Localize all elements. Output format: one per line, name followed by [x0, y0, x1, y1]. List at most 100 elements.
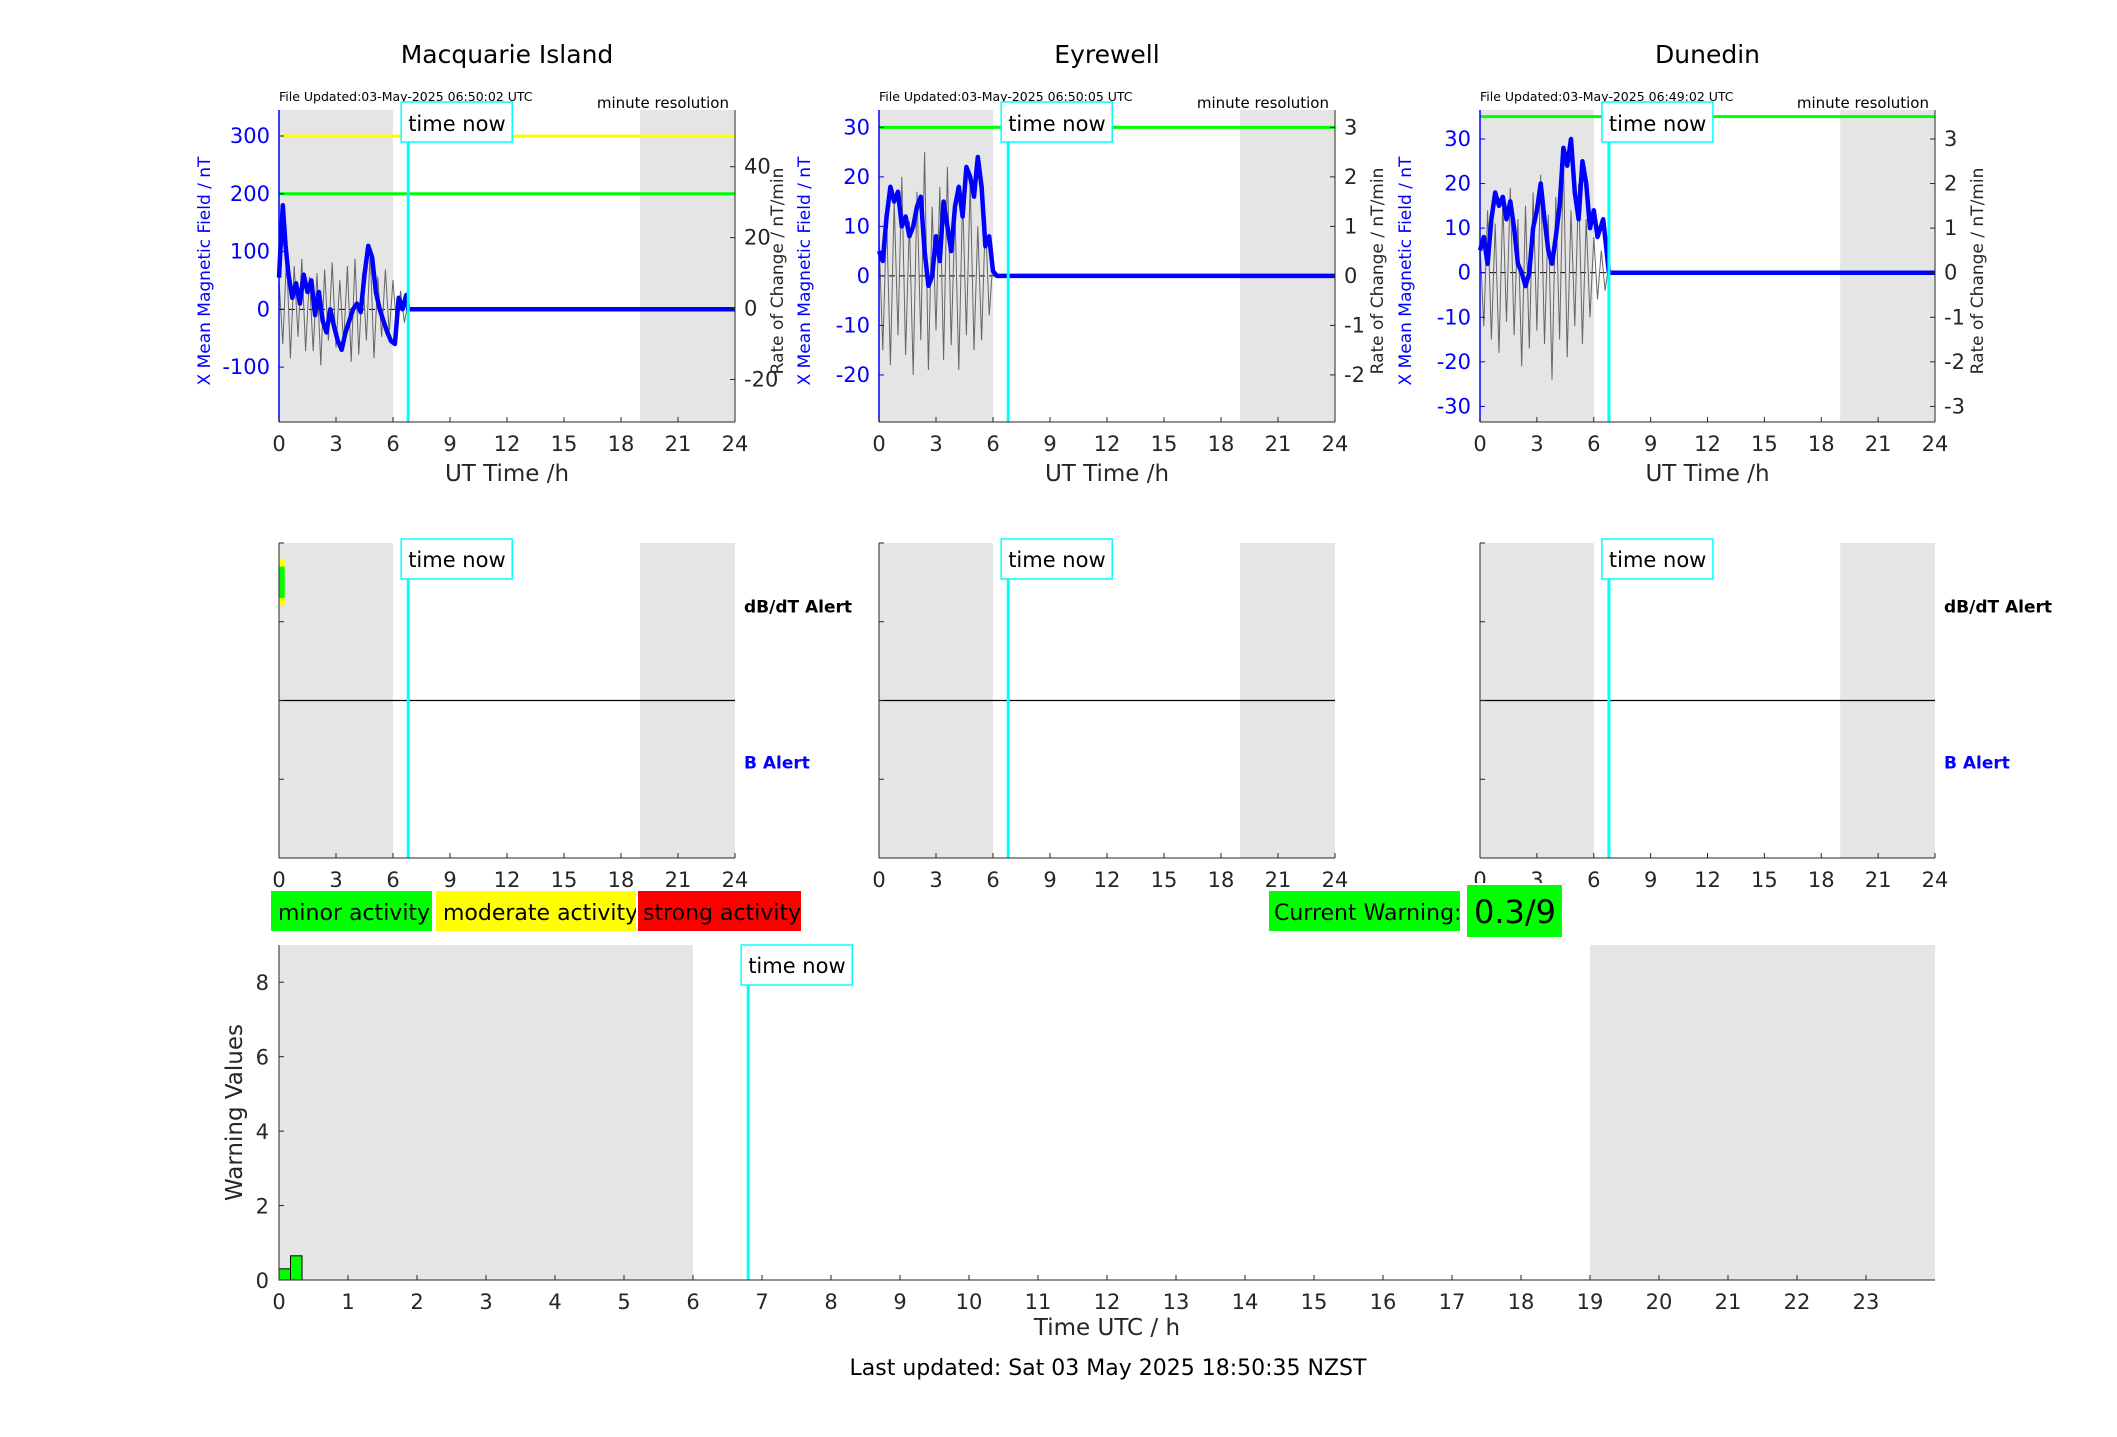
x-tick-label: 17 [1439, 1290, 1466, 1314]
x-axis-label: UT Time /h [1045, 461, 1169, 487]
activity-legend: minor activity moderate activity strong … [269, 889, 803, 933]
y-tick-label-right: -3 [1944, 394, 1965, 418]
y-tick-label-right: 1 [1344, 214, 1357, 238]
panel-title: Eyrewell [1054, 40, 1159, 69]
night-shading [279, 110, 393, 422]
legend-strong-swatch [636, 889, 803, 933]
current-warning-value: 0.3/9 [1474, 893, 1556, 931]
magnetometer-panel-dunedin: Dunedin File Updated:03-May-2025 06:49:02… [1396, 40, 1988, 487]
legend-minor-label: minor activity [278, 901, 430, 926]
x-tick-label: 21 [1865, 868, 1892, 892]
night-shading [279, 945, 693, 1280]
file-updated: File Updated:03-May-2025 06:50:05 UTC [879, 89, 1133, 104]
legend-moderate-swatch [434, 889, 638, 933]
x-tick-label: 6 [1587, 868, 1600, 892]
y-axis-label-right: Rate of Change / nT/min [1968, 168, 1988, 375]
x-tick-label: 0 [872, 868, 885, 892]
x-tick-label: 9 [1043, 868, 1056, 892]
x-tick-label: 12 [494, 432, 521, 456]
current-warning-label: Current Warning: [1274, 901, 1461, 926]
x-tick-label: 13 [1163, 1290, 1190, 1314]
magnetometer-panel-eyrewell: Eyrewell File Updated:03-May-2025 06:50:0… [795, 40, 1388, 487]
x-tick-label: 24 [1322, 432, 1349, 456]
time-now-box [1000, 538, 1113, 580]
y-tick-label-left: 0 [1458, 261, 1471, 285]
x-tick-label: 9 [893, 1290, 906, 1314]
y-tick-label-right: 20 [744, 226, 771, 250]
y-tick-label-right: -2 [1344, 363, 1365, 387]
x-tick-label: 18 [1808, 868, 1835, 892]
panel-title: Macquarie Island [401, 40, 614, 69]
x-tick-label: 21 [1715, 1290, 1742, 1314]
time-now-label: time now [1609, 548, 1706, 572]
panel-title: Dunedin [1655, 40, 1760, 69]
x-tick-label: 1 [341, 1290, 354, 1314]
x-tick-label: 0 [272, 432, 285, 456]
resolution-label: minute resolution [1797, 94, 1929, 112]
time-now-box [740, 944, 853, 986]
y-axis-label: Warning Values [222, 1024, 248, 1201]
legend-strong-label: strong activity [643, 901, 801, 926]
rate-of-change-series [878, 152, 994, 376]
x-tick-label: 15 [1301, 1290, 1328, 1314]
time-now-label: time now [408, 548, 505, 572]
x-tick-label: 18 [1208, 868, 1235, 892]
dbdt-alert-label: dB/dT Alert [1944, 598, 2052, 618]
x-tick-label: 9 [1644, 432, 1657, 456]
x-tick-label: 15 [551, 432, 578, 456]
x-tick-label: 24 [1322, 868, 1349, 892]
y-axis-label-left: X Mean Magnetic Field / nT [1396, 156, 1416, 386]
x-tick-label: 8 [824, 1290, 837, 1314]
resolution-label: minute resolution [1197, 94, 1329, 112]
last-updated: Last updated: Sat 03 May 2025 18:50:35 N… [850, 1356, 1368, 1381]
x-tick-label: 21 [665, 432, 692, 456]
y-tick-label: 2 [256, 1195, 269, 1219]
time-now-box [1601, 101, 1714, 143]
x-tick-label: 9 [1043, 432, 1056, 456]
y-tick-label-right: 0 [744, 297, 757, 321]
time-now-label: time now [1008, 548, 1105, 572]
y-tick-label-left: -20 [836, 363, 870, 387]
y-tick-label-right: 1 [1944, 216, 1957, 240]
y-tick-label-right: 3 [1944, 127, 1957, 151]
x-tick-label: 12 [1094, 1290, 1121, 1314]
x-tick-label: 0 [272, 868, 285, 892]
current-warning-label-box [1267, 889, 1462, 933]
x-tick-label: 10 [956, 1290, 983, 1314]
x-tick-label: 18 [1208, 432, 1235, 456]
legend-minor-swatch [269, 889, 434, 933]
y-tick-label-left: -10 [836, 313, 870, 337]
x-axis-label: UT Time /h [445, 461, 569, 487]
night-shading [879, 110, 993, 422]
x-tick-label: 24 [1922, 432, 1949, 456]
y-tick-label-left: -30 [1437, 394, 1471, 418]
warning-bar [278, 1268, 292, 1281]
x-tick-label: 12 [1694, 432, 1721, 456]
x-tick-label: 6 [686, 1290, 699, 1314]
x-tick-label: 18 [608, 432, 635, 456]
y-tick-label: 6 [256, 1046, 269, 1070]
x-tick-label: 3 [329, 868, 342, 892]
dbdt-alert-bar [279, 566, 285, 599]
y-tick-label-right: 2 [1344, 165, 1357, 189]
x-tick-label: 9 [443, 868, 456, 892]
x-tick-label: 15 [1151, 432, 1178, 456]
x-tick-label: 3 [329, 432, 342, 456]
x-tick-label: 15 [1751, 432, 1778, 456]
x-tick-label: 2 [410, 1290, 423, 1314]
x-tick-label: 6 [386, 868, 399, 892]
x-tick-label: 24 [722, 868, 749, 892]
x-tick-label: 21 [1265, 868, 1292, 892]
magnetometer-panel-macquarie: Macquarie Island File Updated:03-May-2025… [195, 40, 788, 487]
x-mean-field-series [876, 154, 1335, 289]
x-tick-label: 23 [1853, 1290, 1880, 1314]
time-now-label: time now [1008, 112, 1105, 136]
y-tick-label-left: 20 [1444, 172, 1471, 196]
y-tick-label-left: 100 [230, 240, 270, 264]
x-tick-label: 9 [1644, 868, 1657, 892]
x-tick-label: 24 [722, 432, 749, 456]
y-tick-label-left: 10 [1444, 216, 1471, 240]
y-tick-label-right: 40 [744, 155, 771, 179]
